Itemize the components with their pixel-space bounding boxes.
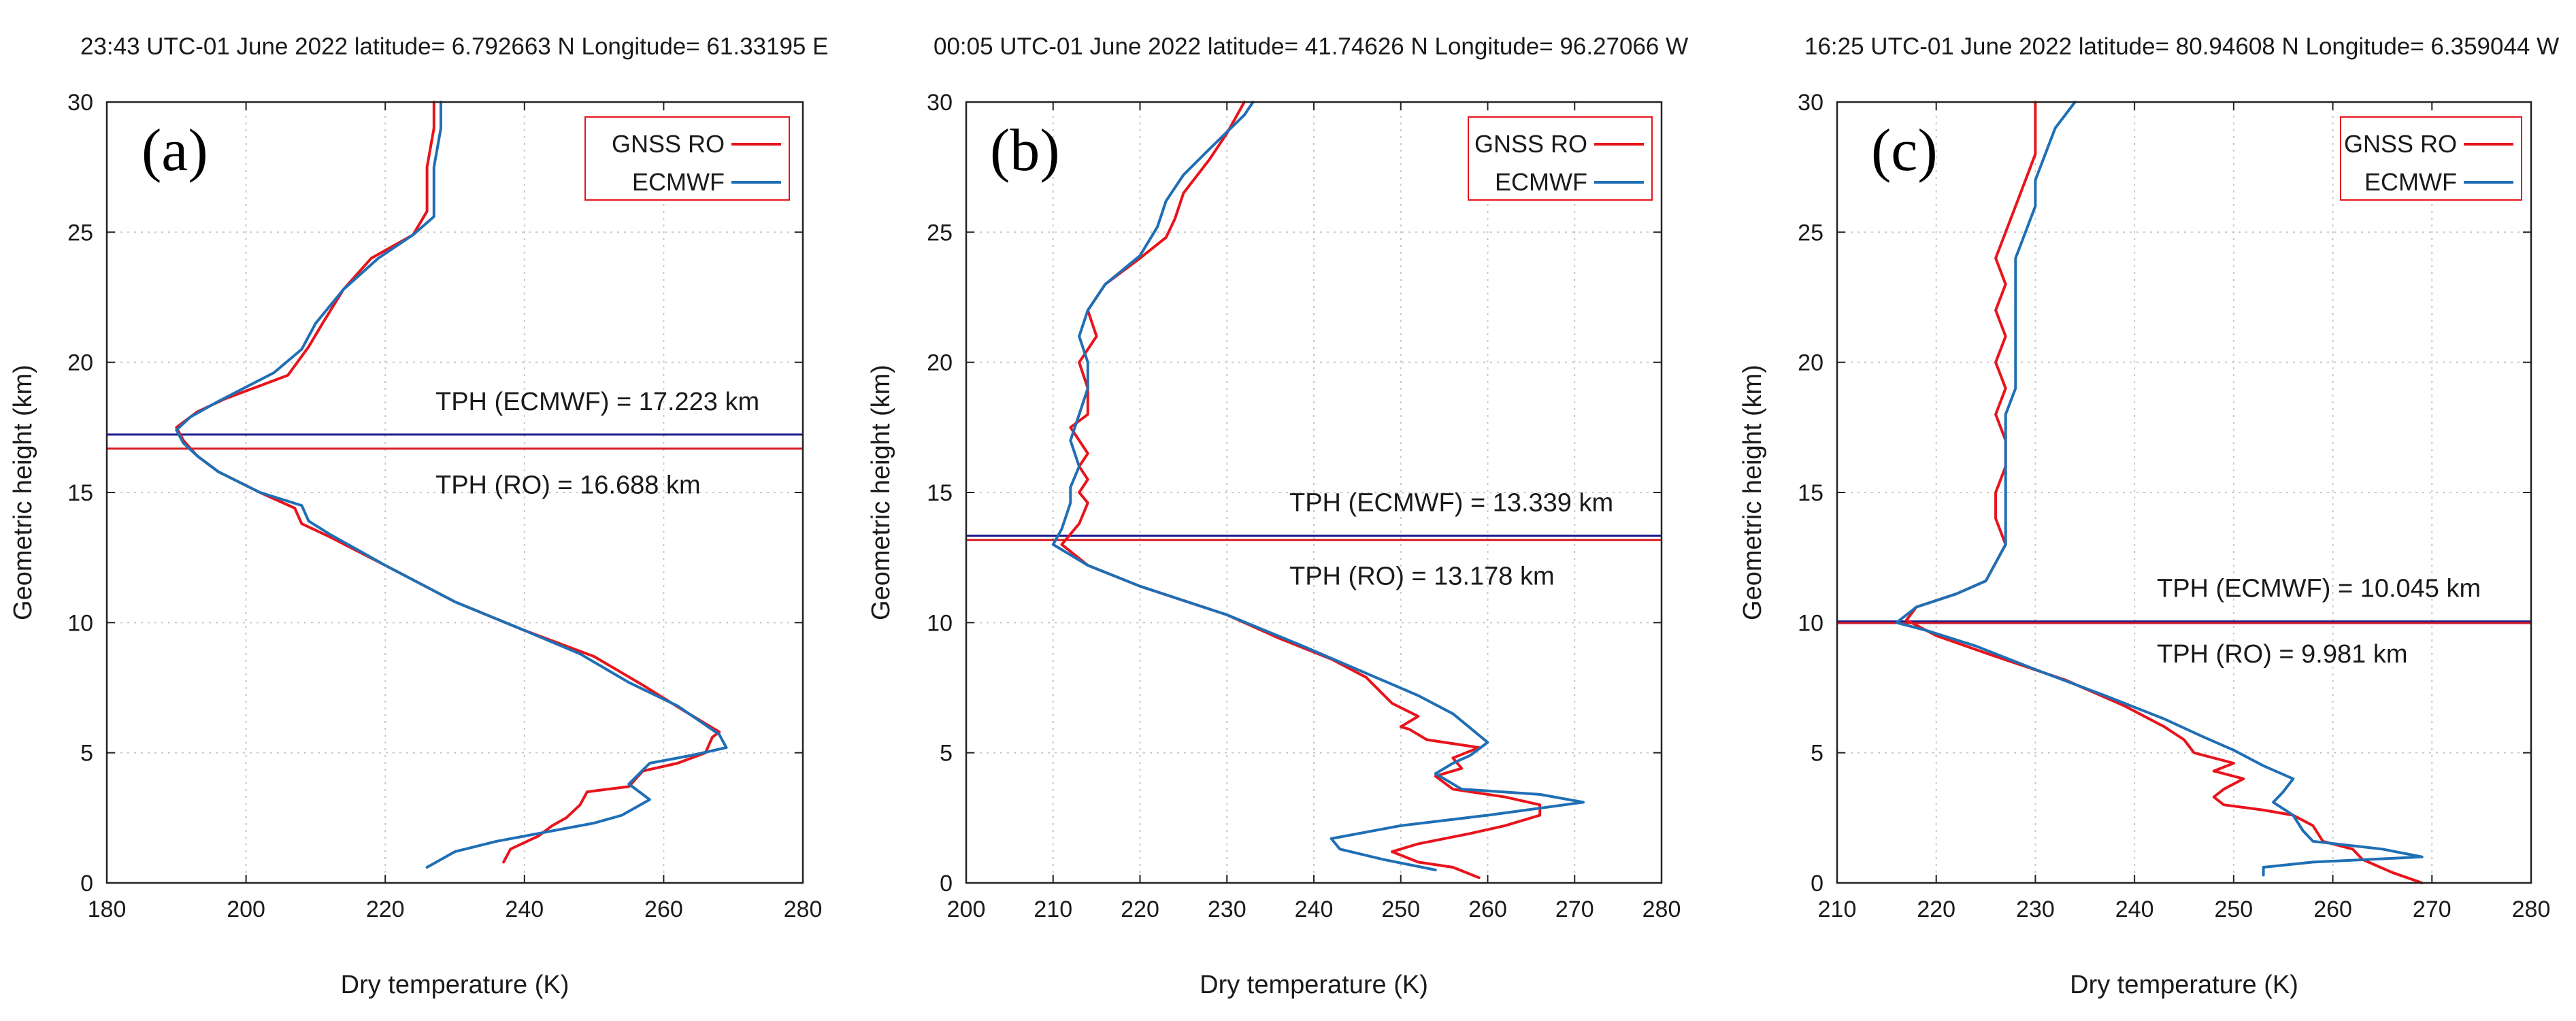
x-tick-label: 200: [227, 897, 265, 922]
panel-label: (b): [990, 118, 1060, 184]
chart-panel-2: 00:05 UTC-01 June 2022 latitude= 41.7462…: [867, 33, 1688, 999]
legend-label: GNSS RO: [612, 130, 725, 158]
x-tick-label: 270: [1555, 897, 1594, 922]
x-tick-label: 220: [366, 897, 405, 922]
y-tick-label: 10: [1798, 610, 1823, 636]
tph-label-ecmwf: TPH (ECMWF) = 10.045 km: [2157, 575, 2481, 603]
x-tick-label: 260: [2313, 897, 2352, 922]
x-tick-label: 270: [2413, 897, 2451, 922]
grid: [1837, 102, 2531, 883]
y-axis-label: Geometric height (km): [9, 365, 37, 620]
y-tick-label: 10: [67, 610, 93, 636]
legend-label: ECMWF: [1495, 168, 1587, 196]
legend-label: GNSS RO: [1474, 130, 1587, 158]
legend-box: [584, 116, 790, 201]
plot-frame: [1836, 101, 2532, 884]
y-tick-label: 30: [67, 90, 93, 116]
chart-panel-1: 23:43 UTC-01 June 2022 latitude= 6.79266…: [9, 33, 828, 999]
y-tick-label: 5: [80, 741, 93, 767]
legend: GNSS RO ECMWF: [1468, 116, 1653, 201]
y-tick-label: 30: [1798, 90, 1823, 116]
y-tick-label: 25: [927, 220, 953, 246]
tph-label-ro: TPH (RO) = 9.981 km: [2157, 640, 2407, 669]
tph-label-ecmwf: TPH (ECMWF) = 13.339 km: [1289, 489, 1613, 518]
y-tick-label: 15: [927, 480, 953, 506]
x-axis-label: Dry temperature (K): [341, 971, 569, 999]
grid: [966, 102, 1662, 883]
y-tick-label: 0: [1811, 871, 1823, 897]
plot-frame: [105, 101, 804, 884]
legend: GNSS RO ECMWF: [2340, 116, 2522, 201]
tph-label-ro: TPH (RO) = 13.178 km: [1289, 563, 1555, 591]
panel-label: (a): [142, 118, 208, 184]
x-axis-label: Dry temperature (K): [2070, 971, 2298, 999]
y-tick-label: 0: [80, 871, 93, 897]
x-tick-label: 230: [1208, 897, 1246, 922]
x-tick-label: 280: [784, 897, 823, 922]
tph-label-ecmwf: TPH (ECMWF) = 17.223 km: [435, 388, 759, 416]
y-tick-label: 30: [927, 90, 953, 116]
legend-label: GNSS RO: [2344, 130, 2457, 158]
x-tick-label: 240: [2115, 897, 2154, 922]
x-tick-label: 240: [1295, 897, 1334, 922]
y-tick-label: 15: [67, 480, 93, 506]
tph-label-ro: TPH (RO) = 16.688 km: [435, 471, 701, 499]
series-line-gnss-ro: [1905, 101, 2424, 884]
x-tick-label: 260: [1468, 897, 1507, 922]
y-axis-label: Geometric height (km): [1738, 365, 1767, 620]
legend-box: [1468, 116, 1653, 201]
grid: [107, 102, 803, 883]
y-tick-label: 15: [1798, 480, 1823, 506]
x-tick-label: 210: [1818, 897, 1857, 922]
legend-label: ECMWF: [2364, 168, 2457, 196]
x-tick-label: 220: [1121, 897, 1159, 922]
y-tick-label: 20: [67, 350, 93, 376]
y-axis-label: Geometric height (km): [867, 365, 895, 620]
x-tick-label: 220: [1917, 897, 1955, 922]
y-tick-label: 0: [940, 871, 953, 897]
y-tick-label: 20: [927, 350, 953, 376]
x-tick-label: 280: [1642, 897, 1681, 922]
y-tick-label: 20: [1798, 350, 1823, 376]
legend-box: [2340, 116, 2522, 201]
chart-title: 23:43 UTC-01 June 2022 latitude= 6.79266…: [80, 33, 828, 60]
y-tick-label: 5: [940, 741, 953, 767]
chart-panel-3: 16:25 UTC-01 June 2022 latitude= 80.9460…: [1738, 33, 2559, 999]
x-tick-label: 230: [2016, 897, 2055, 922]
x-tick-label: 180: [88, 897, 127, 922]
series-line-ecmwf: [1051, 101, 1585, 871]
y-tick-label: 10: [927, 610, 953, 636]
series-line-ecmwf: [1895, 101, 2424, 877]
legend-label: ECMWF: [632, 168, 725, 196]
y-tick-label: 25: [67, 220, 93, 246]
x-tick-label: 200: [947, 897, 986, 922]
series-line-ecmwf: [175, 101, 728, 869]
plot-frame: [965, 101, 1663, 884]
x-tick-label: 210: [1034, 897, 1072, 922]
chart-title: 00:05 UTC-01 June 2022 latitude= 41.7462…: [934, 33, 1688, 60]
legend: GNSS RO ECMWF: [584, 116, 790, 201]
chart-title: 16:25 UTC-01 June 2022 latitude= 80.9460…: [1804, 33, 2559, 60]
x-tick-label: 260: [644, 897, 683, 922]
x-tick-label: 250: [1381, 897, 1420, 922]
y-tick-label: 25: [1798, 220, 1823, 246]
x-axis-label: Dry temperature (K): [1200, 971, 1428, 999]
x-tick-label: 240: [505, 897, 544, 922]
panel-label: (c): [1871, 118, 1938, 184]
y-tick-label: 5: [1811, 741, 1823, 767]
x-tick-label: 280: [2512, 897, 2551, 922]
x-tick-label: 250: [2214, 897, 2253, 922]
